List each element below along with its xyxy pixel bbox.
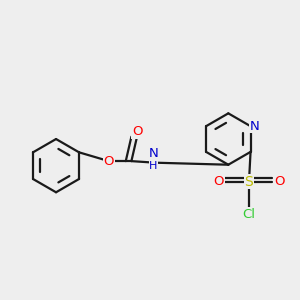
Text: O: O [213,175,224,188]
Text: N: N [249,120,259,133]
Text: H: H [149,161,158,171]
Text: S: S [244,175,253,189]
Text: O: O [103,154,114,168]
Text: N: N [148,147,158,161]
Text: O: O [274,175,285,188]
Text: Cl: Cl [242,208,256,221]
Text: O: O [132,125,142,139]
